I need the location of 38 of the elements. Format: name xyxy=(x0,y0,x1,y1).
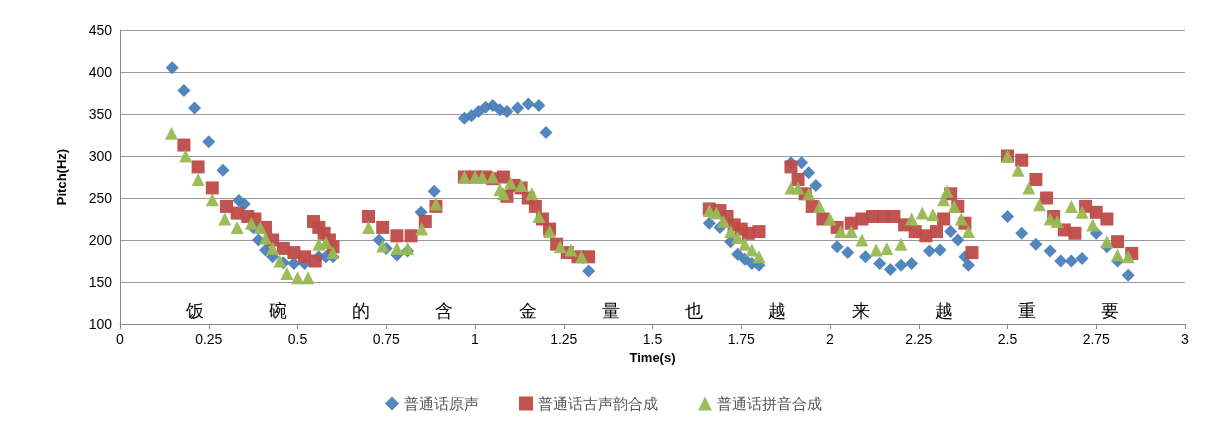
annotation: 含 xyxy=(435,300,454,322)
y-tick-label: 300 xyxy=(88,148,113,164)
annotation: 来 xyxy=(851,300,870,322)
annotation: 量 xyxy=(601,300,620,322)
annotation: 饭 xyxy=(184,300,204,322)
x-tick-label: 1 xyxy=(471,331,480,347)
legend-label: 普通话拼音合成 xyxy=(717,394,822,413)
annotation: 越 xyxy=(768,300,787,322)
x-tick-label: 1.75 xyxy=(727,331,756,347)
x-axis-title: Time(s) xyxy=(629,349,676,365)
x-tick-label: 2 xyxy=(826,331,835,347)
y-tick-label: 450 xyxy=(88,22,113,38)
x-tick-label: 0 xyxy=(116,331,125,347)
annotation: 碗 xyxy=(268,300,287,322)
x-tick-label: 0.25 xyxy=(195,331,223,347)
annotation: 重 xyxy=(1018,300,1037,322)
x-tick-label: 0.5 xyxy=(287,331,308,347)
x-tick-label: 2.5 xyxy=(997,331,1018,347)
y-tick-label: 100 xyxy=(88,316,113,332)
x-tick-label: 1.5 xyxy=(642,331,663,347)
y-tick-label: 250 xyxy=(88,190,113,206)
y-axis-title: Pitch(Hz) xyxy=(54,148,69,206)
x-tick-label: 3 xyxy=(1181,331,1190,347)
annotation: 要 xyxy=(1101,300,1120,322)
annotation: 也 xyxy=(685,300,704,322)
x-tick-label: 0.75 xyxy=(372,331,401,347)
annotation: 金 xyxy=(518,300,537,322)
x-tick-label: 2.75 xyxy=(1082,331,1111,347)
y-tick-label: 200 xyxy=(88,232,113,248)
y-tick-label: 400 xyxy=(88,64,113,80)
y-tick-label: 150 xyxy=(88,274,113,290)
x-tick-label: 1.25 xyxy=(550,331,578,347)
legend-label: 普通话原声 xyxy=(404,394,479,413)
legend-label: 普通话古声韵合成 xyxy=(538,394,658,413)
annotation: 越 xyxy=(934,300,953,322)
annotation: 的 xyxy=(352,300,371,322)
y-tick-label: 350 xyxy=(88,106,113,122)
x-tick-label: 2.25 xyxy=(905,331,933,347)
